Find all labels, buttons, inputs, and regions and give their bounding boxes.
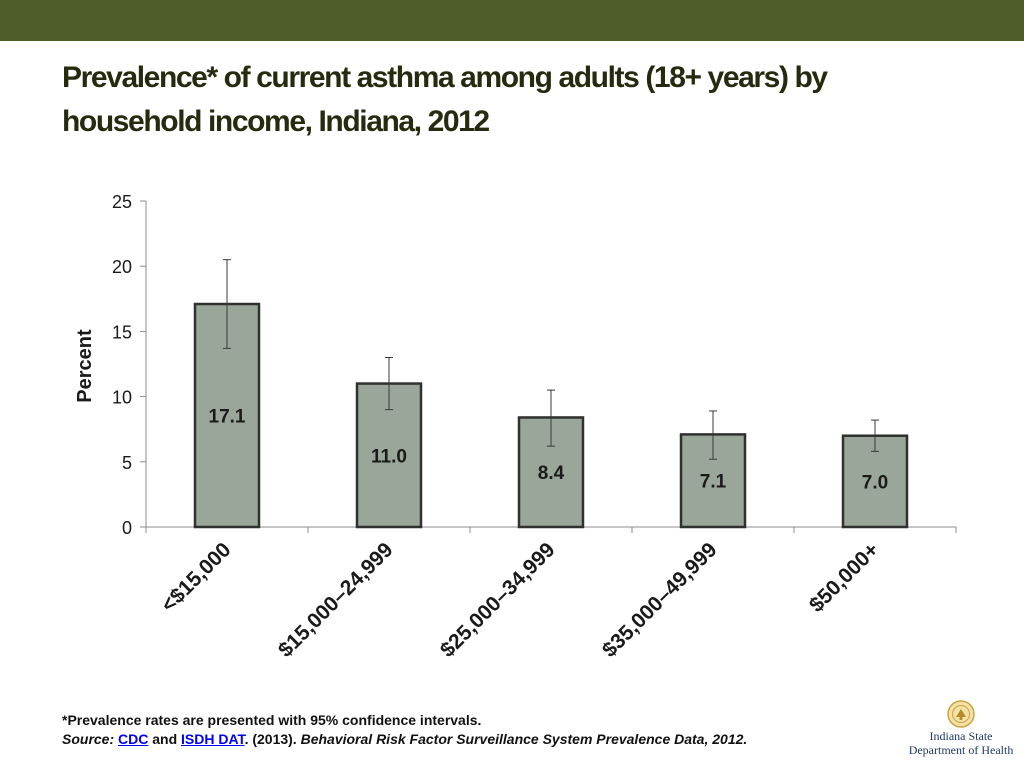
bars [193, 259, 909, 529]
data-label: 7.0 [862, 472, 888, 493]
category-label: $50,000+ [805, 538, 884, 617]
isdh-dat-link[interactable]: ISDH DAT [181, 731, 245, 747]
footnote-line-1: *Prevalence rates are presented with 95%… [62, 712, 482, 728]
logo-line-1: Indiana State [929, 729, 993, 743]
data-label: 8.4 [538, 463, 565, 484]
year-text: . (2013). [244, 731, 297, 747]
and-text: and [152, 731, 178, 747]
logo-text: Indiana State Department of Health [905, 729, 1017, 757]
title-line-1: Prevalence* of current asthma among adul… [62, 61, 828, 94]
y-tick-label: 20 [112, 257, 132, 277]
category-label: <$15,000 [157, 538, 236, 617]
data-label: 7.1 [700, 472, 727, 493]
category-label: $25,000–34,999 [436, 538, 560, 662]
logo-line-2: Department of Health [908, 743, 1014, 757]
state-seal-icon [947, 700, 975, 728]
bar-chart: 0 5 10 15 20 25 17.1 11.0 8.4 7.1 7.0 <$15,000 $15… [74, 192, 957, 662]
header-bar [0, 0, 1024, 41]
category-label: $35,000–49,999 [598, 538, 722, 662]
isdh-logo: Indiana State Department of Health [905, 700, 1017, 760]
y-tick-label: 10 [112, 388, 132, 408]
y-tick-label: 15 [112, 322, 132, 342]
footnote-line-2: Source: CDC and ISDH DAT. (2013). Behavi… [62, 730, 892, 749]
y-axis: 0 5 10 15 20 25 [112, 192, 147, 538]
category-label: $15,000–24,999 [274, 538, 398, 662]
publication-title: Behavioral Risk Factor Surveillance Syst… [300, 731, 748, 747]
value-labels: 17.1 11.0 8.4 7.1 7.0 [209, 407, 889, 494]
data-label: 17.1 [209, 407, 246, 428]
data-label: 11.0 [371, 446, 407, 467]
category-labels: <$15,000 $15,000–24,999 $25,000–34,999 $35,… [157, 538, 884, 662]
cdc-link[interactable]: CDC [118, 731, 149, 747]
y-axis-title: Percent [74, 329, 96, 403]
title-line-2: household income, Indiana, 2012 [62, 105, 490, 138]
y-tick-label: 5 [122, 453, 132, 473]
page-title: Prevalence* of current asthma among adul… [62, 56, 962, 144]
y-tick-label: 25 [112, 192, 132, 212]
source-label: Source: [62, 731, 115, 747]
y-tick-label: 0 [122, 518, 132, 538]
footnote: *Prevalence rates are presented with 95%… [62, 711, 892, 749]
